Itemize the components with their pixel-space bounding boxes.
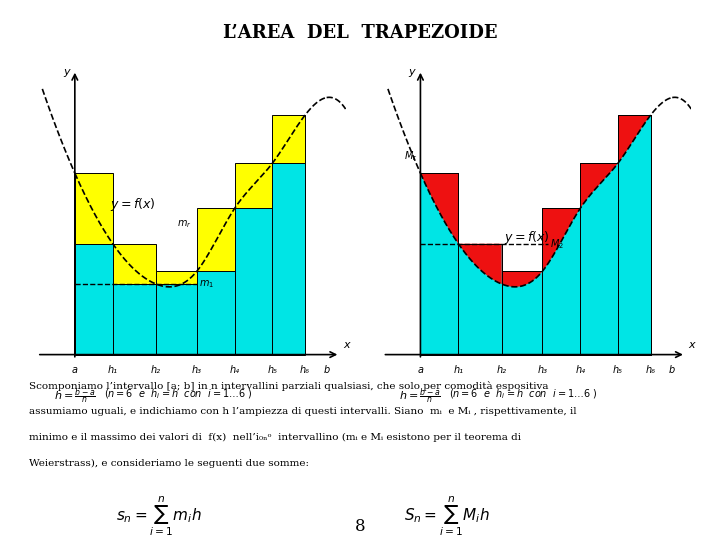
Polygon shape xyxy=(459,244,502,355)
Text: b: b xyxy=(323,364,330,375)
Text: h₂: h₂ xyxy=(151,364,161,375)
Text: 8: 8 xyxy=(355,518,365,535)
Polygon shape xyxy=(502,272,542,355)
Polygon shape xyxy=(235,163,272,208)
Polygon shape xyxy=(420,173,459,244)
Text: m$_r$: m$_r$ xyxy=(176,219,192,231)
Text: h₄: h₄ xyxy=(575,364,585,375)
Polygon shape xyxy=(459,244,502,284)
Text: Weierstrass), e consideriamo le seguenti due somme:: Weierstrass), e consideriamo le seguenti… xyxy=(29,458,309,468)
Polygon shape xyxy=(420,173,459,355)
Text: h₂: h₂ xyxy=(497,364,507,375)
Polygon shape xyxy=(235,208,272,355)
Text: $S_n = \sum_{i=1}^{n} M_i h$: $S_n = \sum_{i=1}^{n} M_i h$ xyxy=(404,494,489,537)
Text: h₄: h₄ xyxy=(230,364,240,375)
Text: L’AREA  DEL  TRAPEZOIDE: L’AREA DEL TRAPEZOIDE xyxy=(222,24,498,42)
Text: $( n = 6\ \ e\ \ h_i = h\ \ con\ \ i = 1 \ldots 6\ )$: $( n = 6\ \ e\ \ h_i = h\ \ con\ \ i = 1… xyxy=(104,387,252,401)
Text: h₃: h₃ xyxy=(192,364,202,375)
Polygon shape xyxy=(156,284,197,355)
Text: y: y xyxy=(408,68,415,77)
Text: h₁: h₁ xyxy=(454,364,464,375)
Polygon shape xyxy=(75,173,113,244)
Text: $( n = 6\ \ e\ \ h_i = h\ \ con\ \ i = 1 \ldots 6\ )$: $( n = 6\ \ e\ \ h_i = h\ \ con\ \ i = 1… xyxy=(449,387,598,401)
Polygon shape xyxy=(113,284,156,355)
Text: m$_1$: m$_1$ xyxy=(199,278,215,290)
Text: minimo e il massimo dei valori di  f(x)  nell’i₀ₙᵒ  intervallino (mᵢ e Mᵢ esisto: minimo e il massimo dei valori di f(x) n… xyxy=(29,433,521,442)
Polygon shape xyxy=(542,208,580,355)
Polygon shape xyxy=(580,163,618,355)
Text: $s_n = \sum_{i=1}^{n} m_i h$: $s_n = \sum_{i=1}^{n} m_i h$ xyxy=(116,494,201,537)
Polygon shape xyxy=(580,163,618,208)
Polygon shape xyxy=(197,272,235,355)
Polygon shape xyxy=(618,115,651,163)
Text: x: x xyxy=(343,340,349,349)
Polygon shape xyxy=(156,272,197,284)
Polygon shape xyxy=(542,208,580,272)
Text: Scomponiamo l’intervallo [a; b] in n intervallini parziali qualsiasi, che solo p: Scomponiamo l’intervallo [a; b] in n int… xyxy=(29,381,549,390)
Polygon shape xyxy=(75,244,113,355)
Polygon shape xyxy=(197,208,235,272)
Text: x: x xyxy=(688,340,695,349)
Polygon shape xyxy=(502,272,542,287)
Text: a: a xyxy=(418,364,423,375)
Polygon shape xyxy=(113,244,156,284)
Text: $y = f(x)$: $y = f(x)$ xyxy=(110,197,156,213)
Text: $h = \frac{b-a}{n}$: $h = \frac{b-a}{n}$ xyxy=(400,387,441,408)
Polygon shape xyxy=(618,115,651,355)
Text: h₆: h₆ xyxy=(300,364,310,375)
Text: h₁: h₁ xyxy=(108,364,118,375)
Text: y: y xyxy=(63,68,69,77)
Text: h₆: h₆ xyxy=(646,364,656,375)
Text: assumiamo uguali, e indichiamo con h l’ampiezza di questi intervalli. Siano  mᵢ : assumiamo uguali, e indichiamo con h l’a… xyxy=(29,407,577,416)
Text: h₅: h₅ xyxy=(613,364,623,375)
Text: b: b xyxy=(669,364,675,375)
Polygon shape xyxy=(272,163,305,355)
Text: a: a xyxy=(72,364,78,375)
Text: h₃: h₃ xyxy=(537,364,547,375)
Text: $M_2$: $M_2$ xyxy=(550,237,564,251)
Text: h₅: h₅ xyxy=(268,364,277,375)
Text: $y = f(x)$: $y = f(x)$ xyxy=(505,230,550,246)
Text: $M_r$: $M_r$ xyxy=(404,149,418,163)
Polygon shape xyxy=(272,115,305,163)
Text: $h = \frac{b-a}{n}$: $h = \frac{b-a}{n}$ xyxy=(54,387,96,408)
